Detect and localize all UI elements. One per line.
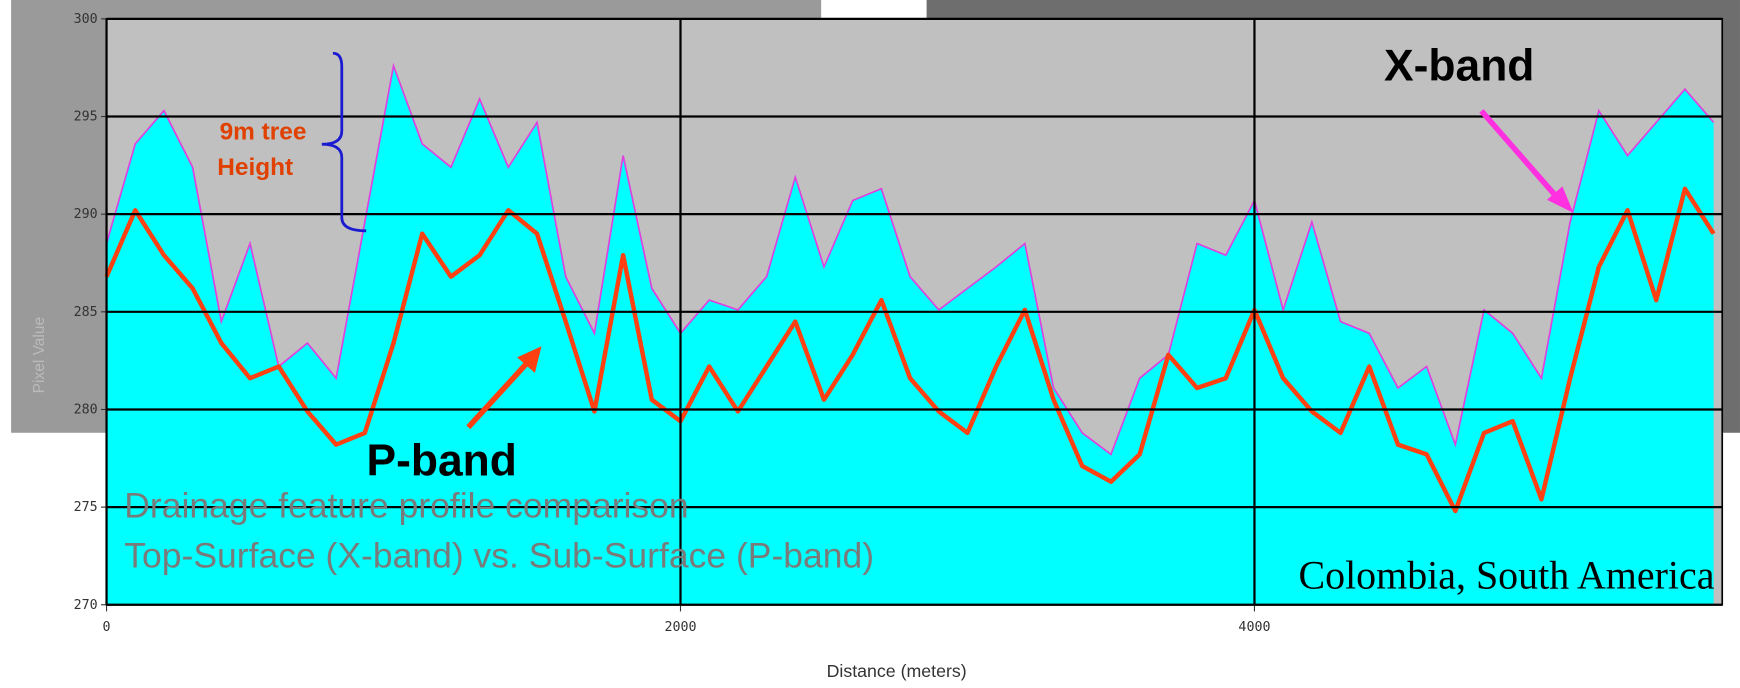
y-tick-label: 295 [74,110,98,125]
y-tick-label: 285 [74,305,98,320]
x-tick-label: 0 [103,620,111,635]
x-axis-label: Distance (meters) [827,661,967,681]
series-label: X-band [1384,42,1534,91]
annotation: 9m tree [220,119,307,146]
caption: Top-Surface (X-band) vs. Sub-Surface (P-… [124,536,874,576]
x-tick-label: 4000 [1238,620,1270,635]
location: Colombia, South America [1298,552,1714,597]
series-label: P-band [366,437,516,486]
y-tick-label: 280 [74,402,98,417]
caption: Drainage feature profile comparison [124,486,688,526]
y-tick-label: 270 [74,598,98,613]
y-tick-label: 300 [74,12,98,27]
annotation: Height [217,154,293,181]
y-axis-label: Pixel Value [31,317,48,393]
y-tick-label: 290 [74,207,98,222]
chart: 270 275 280 285 290 295 300 0 2000 4000 X-band P-… [0,0,1740,688]
x-tick-label: 2000 [664,620,696,635]
y-tick-label: 275 [74,500,98,515]
